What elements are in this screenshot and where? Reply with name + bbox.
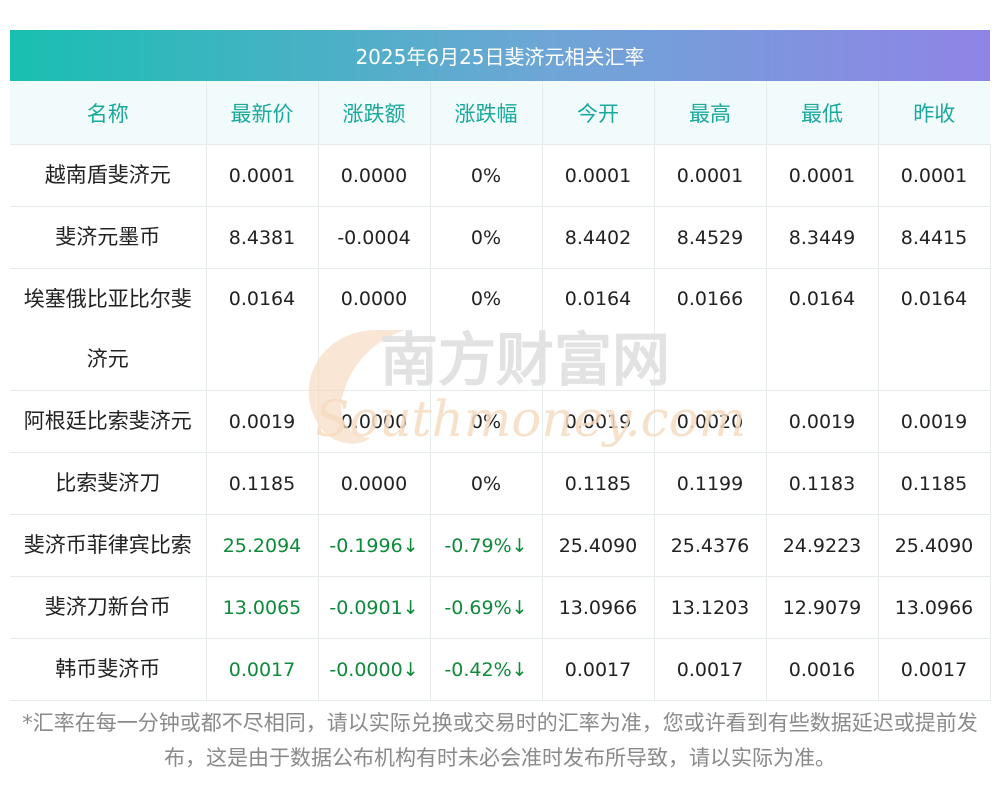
high-price: 25.4376 [654,514,767,577]
footnote: *汇率在每一分钟或都不尽相同，请以实际兑换或交易时的汇率为准，您或许看到有些数据… [22,711,978,770]
change-pct: 0% [430,144,543,207]
table-row: 斐济币菲律宾比索 25.2094 -0.1996↓ -0.79%↓ 25.4090 25.… [10,514,991,577]
open-price: 13.0966 [542,576,655,639]
low-price: 24.9223 [766,514,879,577]
high-price: 0.0017 [654,638,767,701]
open-price: 0.0019 [542,390,655,453]
high-price: 0.0020 [654,390,767,453]
currency-pair-name: 比索斐济刀 [10,452,207,515]
header-low: 最低 [766,81,879,145]
currency-pair-name: 阿根廷比索斐济元 [10,390,207,453]
change-amount: 0.0000 [318,144,431,207]
currency-pair-name: 斐济元墨币 [10,206,207,269]
prev-close: 0.1185 [878,452,991,515]
prev-close: 0.0019 [878,390,991,453]
change-amount: -0.0901↓ [318,576,431,639]
header-change: 涨跌额 [318,81,431,145]
latest-price: 25.2094 [206,514,319,577]
low-price: 0.0019 [766,390,879,453]
rates-table: 名称 最新价 涨跌额 涨跌幅 今开 最高 最低 昨收 越南盾斐济元 0.0001 0… [10,81,991,701]
latest-price: 8.4381 [206,206,319,269]
prev-close: 13.0966 [878,576,991,639]
table-row: 阿根廷比索斐济元 0.0019 0.0000 0% 0.0019 0.0020 0.0019… [10,390,991,453]
change-pct: 0% [430,268,543,391]
table-row: 斐济元墨币 8.4381 -0.0004 0% 8.4402 8.4529 8.3449 8.… [10,206,991,269]
latest-price: 0.0019 [206,390,319,453]
prev-close: 8.4415 [878,206,991,269]
open-price: 8.4402 [542,206,655,269]
change-pct: -0.79%↓ [430,514,543,577]
low-price: 0.0016 [766,638,879,701]
high-price: 8.4529 [654,206,767,269]
header-open: 今开 [542,81,655,145]
high-price: 0.0166 [654,268,767,391]
change-amount: -0.0000↓ [318,638,431,701]
high-price: 0.1199 [654,452,767,515]
high-price: 13.1203 [654,576,767,639]
prev-close: 25.4090 [878,514,991,577]
latest-price: 0.1185 [206,452,319,515]
table-row: 斐济刀新台币 13.0065 -0.0901↓ -0.69%↓ 13.0966 13.12… [10,576,991,639]
currency-pair-name: 斐济币菲律宾比索 [10,514,207,577]
latest-price: 0.0001 [206,144,319,207]
change-pct: -0.69%↓ [430,576,543,639]
currency-pair-name: 埃塞俄比亚比尔斐济元 [10,268,207,391]
currency-pair-name: 韩币斐济币 [10,638,207,701]
prev-close: 0.0001 [878,144,991,207]
header-latest: 最新价 [206,81,319,145]
open-price: 25.4090 [542,514,655,577]
header-name: 名称 [10,81,207,145]
change-amount: -0.1996↓ [318,514,431,577]
low-price: 12.9079 [766,576,879,639]
prev-close: 0.0164 [878,268,991,391]
low-price: 0.0164 [766,268,879,391]
open-price: 0.0017 [542,638,655,701]
low-price: 0.0001 [766,144,879,207]
currency-pair-name: 斐济刀新台币 [10,576,207,639]
change-pct: 0% [430,390,543,453]
change-amount: -0.0004 [318,206,431,269]
table-row: 韩币斐济币 0.0017 -0.0000↓ -0.42%↓ 0.0017 0.0017 0.… [10,638,991,701]
low-price: 8.3449 [766,206,879,269]
header-prev-close: 昨收 [878,81,990,145]
table-row: 越南盾斐济元 0.0001 0.0000 0% 0.0001 0.0001 0.0001 0.… [10,144,991,207]
low-price: 0.1183 [766,452,879,515]
latest-price: 0.0017 [206,638,319,701]
change-amount: 0.0000 [318,268,431,391]
change-pct: 0% [430,206,543,269]
table-row: 比索斐济刀 0.1185 0.0000 0% 0.1185 0.1199 0.1183 0.1… [10,452,991,515]
change-amount: 0.0000 [318,390,431,453]
change-amount: 0.0000 [318,452,431,515]
table-row: 埃塞俄比亚比尔斐济元 0.0164 0.0000 0% 0.0164 0.0166 0.01… [10,268,991,391]
page-title: 2025年6月25日斐济元相关汇率 [10,30,990,81]
header-high: 最高 [654,81,767,145]
high-price: 0.0001 [654,144,767,207]
open-price: 0.0001 [542,144,655,207]
change-pct: -0.42%↓ [430,638,543,701]
open-price: 0.0164 [542,268,655,391]
prev-close: 0.0017 [878,638,991,701]
latest-price: 0.0164 [206,268,319,391]
table-header-row: 名称 最新价 涨跌额 涨跌幅 今开 最高 最低 昨收 [10,81,990,145]
header-change-pct: 涨跌幅 [430,81,543,145]
change-pct: 0% [430,452,543,515]
open-price: 0.1185 [542,452,655,515]
latest-price: 13.0065 [206,576,319,639]
currency-pair-name: 越南盾斐济元 [10,144,207,207]
